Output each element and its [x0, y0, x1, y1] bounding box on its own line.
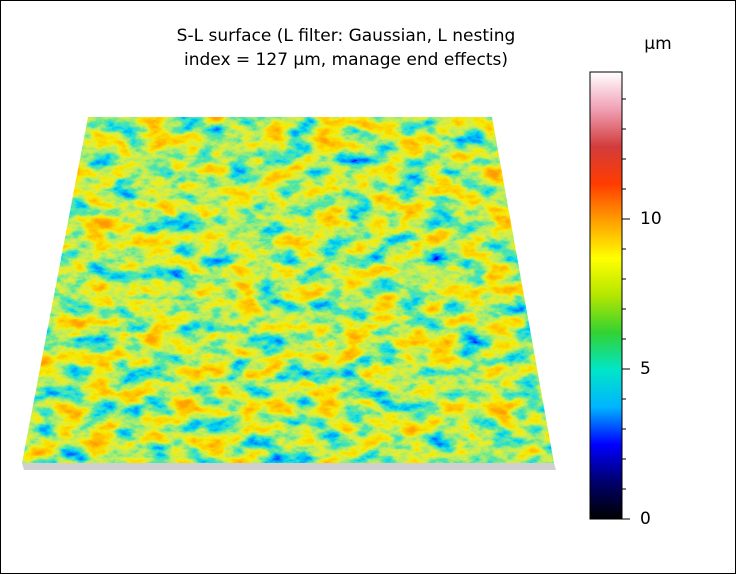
- surface-texture: [22, 117, 554, 463]
- colorbar: [589, 71, 623, 520]
- colorbar-label: µm: [644, 34, 671, 54]
- tick-label: 0: [640, 509, 651, 529]
- surface: [22, 117, 554, 463]
- tick-label: 5: [640, 359, 651, 379]
- chart-title: index = 127 µm, manage end effects): [184, 50, 508, 70]
- chart-title: S-L surface (L filter: Gaussian, L nesti…: [177, 26, 516, 46]
- surface-base: [22, 463, 556, 470]
- tick-label: 10: [640, 209, 662, 229]
